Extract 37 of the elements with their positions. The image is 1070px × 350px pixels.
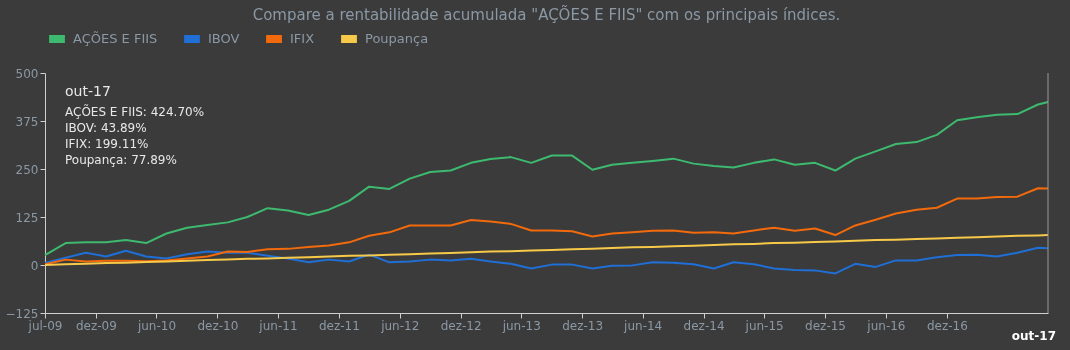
line-series [44, 100, 1049, 257]
line-series [44, 246, 1049, 275]
x-tick-label: jun-13 [501, 318, 541, 333]
x-tick-label: jun-10 [136, 318, 177, 333]
annotation: out-17 [65, 83, 111, 99]
x-tick-label: dez-09 [75, 318, 117, 333]
x-tick-label: jun-15 [744, 318, 784, 333]
y-tick-label: 500 [15, 66, 39, 81]
y-tick-label: 250 [15, 162, 39, 177]
x-tick-label: dez-10 [197, 318, 239, 333]
x-tick-label: jul-09 [27, 318, 63, 333]
x-tick-label: jun-12 [380, 318, 420, 333]
y-tick-label: 125 [15, 210, 39, 225]
annotation: AÇÕES E FIIS: 424.70% [65, 104, 205, 119]
x-tick-label: dez-16 [926, 318, 968, 333]
x-tick-label: dez-15 [805, 318, 846, 333]
legend-label: AÇÕES E FIIS [73, 31, 158, 46]
chart-title: Compare a rentabilidade acumulada "AÇÕES E FIIS" com os principais índices. [252, 5, 841, 24]
x-tick-label: jun-11 [258, 318, 298, 333]
x-tick-label: dez-14 [683, 318, 725, 333]
line-series [44, 234, 1049, 266]
ref-line-label: out-17 [1011, 329, 1056, 343]
x-tick-label: dez-12 [440, 318, 482, 333]
annotation: IBOV: 43.89% [65, 121, 147, 135]
x-tick-label: jun-16 [866, 318, 906, 333]
annotation: IFIX: 199.11% [65, 137, 149, 151]
x-tick-label: jun-14 [623, 318, 663, 333]
x-tick-label: dez-11 [318, 318, 360, 333]
legend-label: Poupança [365, 31, 429, 46]
y-tick-label: 375 [15, 114, 39, 129]
legend-label: IFIX [290, 31, 315, 46]
annotation: Poupança: 77.89% [65, 153, 177, 167]
legend-label: IBOV [208, 31, 240, 46]
line-series [44, 187, 1049, 266]
x-tick-label: dez-13 [562, 318, 604, 333]
y-tick-label: 0 [30, 258, 39, 273]
y-tick-label: −125 [5, 306, 39, 321]
